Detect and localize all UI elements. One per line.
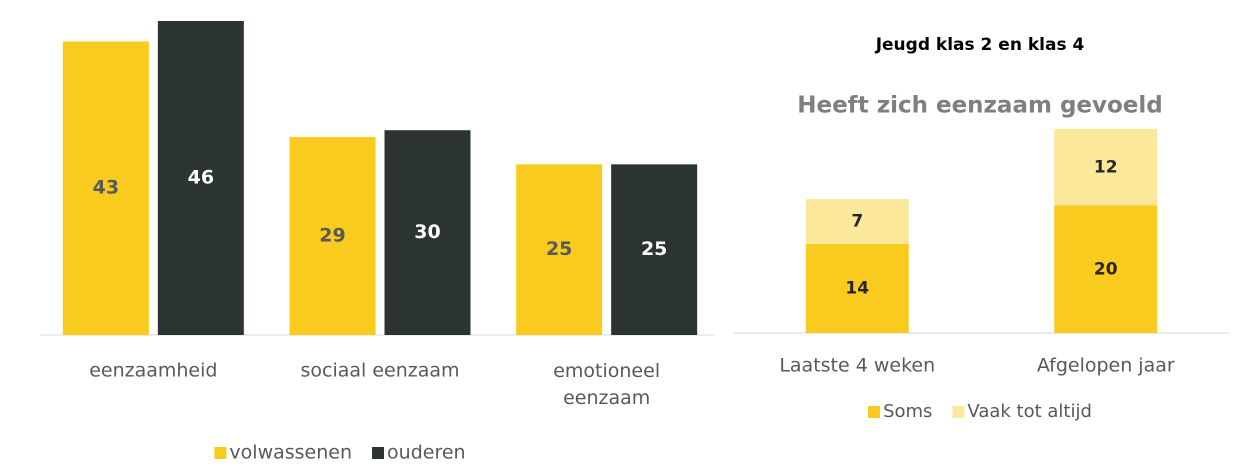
bar (384, 130, 471, 335)
legend-swatch (952, 406, 965, 418)
data-label: 12 (1094, 157, 1118, 177)
legend-swatch (868, 406, 881, 418)
legend-swatch (214, 447, 227, 459)
x-tick-label: eenzaamheid (89, 360, 217, 382)
bar-segment (1054, 129, 1158, 206)
data-label: 14 (845, 278, 869, 298)
x-tick-label-line: eenzaam (563, 387, 650, 409)
legend: volwassenen ouderen (214, 442, 466, 464)
x-tick-label-line: emotioneel (553, 360, 660, 382)
data-label: 43 (93, 177, 119, 199)
bar (62, 41, 149, 335)
bar-segment (1054, 205, 1158, 333)
legend: Soms Vaak tot altijd (868, 401, 1092, 422)
data-label: 25 (546, 238, 572, 260)
bar (157, 21, 244, 335)
bar (516, 164, 603, 335)
bar (289, 137, 376, 335)
x-tick-label: emotioneel eenzaam (553, 360, 660, 409)
legend-swatch (372, 447, 385, 459)
x-tick-label: sociaal eenzaam (300, 360, 459, 382)
x-tick-label: Laatste 4 weken (779, 355, 935, 377)
data-label: 25 (641, 238, 667, 260)
legend-label: Vaak tot altijd (967, 401, 1092, 422)
data-label: 46 (188, 167, 214, 189)
legend-label: Soms (883, 401, 932, 422)
bar-segment (805, 199, 909, 244)
data-label: 7 (851, 211, 863, 231)
legend-label: ouderen (387, 442, 466, 464)
chart-title: Jeugd klas 2 en klas 4 (875, 35, 1085, 55)
data-label: 29 (319, 225, 345, 247)
chart-subtitle: Heeft zich eenzaam gevoeld (797, 93, 1163, 119)
bar (611, 164, 698, 335)
data-label: 30 (414, 221, 440, 243)
data-label: 20 (1094, 259, 1118, 279)
x-tick-label: Afgelopen jaar (1037, 355, 1175, 377)
legend-label: volwassenen (229, 442, 352, 464)
bar-segment (805, 243, 909, 333)
